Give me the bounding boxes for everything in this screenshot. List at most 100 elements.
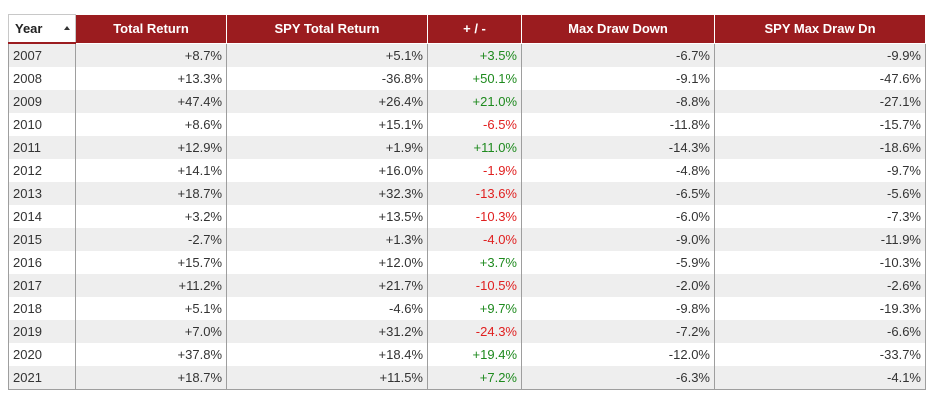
table-row: 2008 +13.3% -36.8% +50.1% -9.1% -47.6% <box>8 67 926 90</box>
cell-total-return: +12.9% <box>75 136 227 159</box>
cell-year: 2016 <box>8 251 76 274</box>
cell-spy-total-return: +1.9% <box>226 136 428 159</box>
cell-spy-total-return: +31.2% <box>226 320 428 343</box>
cell-year: 2008 <box>8 67 76 90</box>
table-body: 2007 +8.7% +5.1% +3.5% -6.7% -9.9% 2008 +13.3% -… <box>8 43 926 390</box>
cell-plus-minus: -4.0% <box>427 228 522 251</box>
cell-spy-max-draw-dn: -47.6% <box>714 67 926 90</box>
table-row: 2019 +7.0% +31.2% -24.3% -7.2% -6.6% <box>8 320 926 343</box>
cell-year: 2014 <box>8 205 76 228</box>
cell-spy-max-draw-dn: -19.3% <box>714 297 926 320</box>
cell-plus-minus: +9.7% <box>427 297 522 320</box>
table-row: 2007 +8.7% +5.1% +3.5% -6.7% -9.9% <box>8 43 926 67</box>
cell-plus-minus: +3.7% <box>427 251 522 274</box>
column-header-spy-max-draw-dn[interactable]: SPY Max Draw Dn <box>714 14 926 44</box>
cell-max-draw-down: -6.7% <box>521 43 715 67</box>
cell-max-draw-down: -8.8% <box>521 90 715 113</box>
cell-spy-total-return: +16.0% <box>226 159 428 182</box>
cell-max-draw-down: -9.0% <box>521 228 715 251</box>
cell-max-draw-down: -6.5% <box>521 182 715 205</box>
cell-spy-max-draw-dn: -4.1% <box>714 366 926 390</box>
cell-max-draw-down: -14.3% <box>521 136 715 159</box>
cell-plus-minus: +50.1% <box>427 67 522 90</box>
cell-plus-minus: +11.0% <box>427 136 522 159</box>
cell-year: 2021 <box>8 366 76 390</box>
column-header-spy-total-return[interactable]: SPY Total Return <box>226 14 428 44</box>
cell-year: 2017 <box>8 274 76 297</box>
cell-total-return: +8.6% <box>75 113 227 136</box>
cell-plus-minus: -13.6% <box>427 182 522 205</box>
cell-spy-total-return: -4.6% <box>226 297 428 320</box>
table-row: 2021 +18.7% +11.5% +7.2% -6.3% -4.1% <box>8 366 926 390</box>
cell-year: 2012 <box>8 159 76 182</box>
table-row: 2012 +14.1% +16.0% -1.9% -4.8% -9.7% <box>8 159 926 182</box>
table-row: 2016 +15.7% +12.0% +3.7% -5.9% -10.3% <box>8 251 926 274</box>
cell-total-return: +14.1% <box>75 159 227 182</box>
cell-spy-max-draw-dn: -7.3% <box>714 205 926 228</box>
table-row: 2015 -2.7% +1.3% -4.0% -9.0% -11.9% <box>8 228 926 251</box>
cell-spy-max-draw-dn: -33.7% <box>714 343 926 366</box>
cell-year: 2010 <box>8 113 76 136</box>
cell-spy-max-draw-dn: -10.3% <box>714 251 926 274</box>
table-row: 2018 +5.1% -4.6% +9.7% -9.8% -19.3% <box>8 297 926 320</box>
cell-max-draw-down: -6.0% <box>521 205 715 228</box>
cell-total-return: +18.7% <box>75 182 227 205</box>
cell-total-return: +7.0% <box>75 320 227 343</box>
cell-total-return: +47.4% <box>75 90 227 113</box>
cell-spy-max-draw-dn: -11.9% <box>714 228 926 251</box>
cell-year: 2019 <box>8 320 76 343</box>
cell-spy-total-return: +12.0% <box>226 251 428 274</box>
cell-plus-minus: +7.2% <box>427 366 522 390</box>
annual-returns-table: Year Total Return SPY Total Return + / -… <box>8 14 926 390</box>
cell-year: 2007 <box>8 43 76 67</box>
cell-max-draw-down: -2.0% <box>521 274 715 297</box>
table-row: 2013 +18.7% +32.3% -13.6% -6.5% -5.6% <box>8 182 926 205</box>
table-row: 2014 +3.2% +13.5% -10.3% -6.0% -7.3% <box>8 205 926 228</box>
cell-spy-total-return: +18.4% <box>226 343 428 366</box>
cell-max-draw-down: -9.1% <box>521 67 715 90</box>
cell-plus-minus: +19.4% <box>427 343 522 366</box>
cell-spy-total-return: +26.4% <box>226 90 428 113</box>
cell-plus-minus: +3.5% <box>427 43 522 67</box>
sort-ascending-icon[interactable] <box>64 26 70 30</box>
table-row: 2020 +37.8% +18.4% +19.4% -12.0% -33.7% <box>8 343 926 366</box>
column-header-total-return[interactable]: Total Return <box>75 14 227 44</box>
cell-spy-total-return: -36.8% <box>226 67 428 90</box>
cell-year: 2009 <box>8 90 76 113</box>
cell-total-return: +18.7% <box>75 366 227 390</box>
cell-spy-total-return: +21.7% <box>226 274 428 297</box>
cell-year: 2013 <box>8 182 76 205</box>
cell-spy-max-draw-dn: -15.7% <box>714 113 926 136</box>
cell-plus-minus: -24.3% <box>427 320 522 343</box>
cell-total-return: +3.2% <box>75 205 227 228</box>
cell-plus-minus: -10.3% <box>427 205 522 228</box>
table-row: 2017 +11.2% +21.7% -10.5% -2.0% -2.6% <box>8 274 926 297</box>
cell-total-return: +37.8% <box>75 343 227 366</box>
cell-max-draw-down: -5.9% <box>521 251 715 274</box>
cell-spy-max-draw-dn: -9.7% <box>714 159 926 182</box>
table-row: 2011 +12.9% +1.9% +11.0% -14.3% -18.6% <box>8 136 926 159</box>
cell-max-draw-down: -6.3% <box>521 366 715 390</box>
cell-year: 2015 <box>8 228 76 251</box>
cell-spy-total-return: +1.3% <box>226 228 428 251</box>
cell-total-return: +5.1% <box>75 297 227 320</box>
cell-spy-max-draw-dn: -9.9% <box>714 43 926 67</box>
table-row: 2010 +8.6% +15.1% -6.5% -11.8% -15.7% <box>8 113 926 136</box>
column-header-max-draw-down[interactable]: Max Draw Down <box>521 14 715 44</box>
cell-year: 2018 <box>8 297 76 320</box>
cell-spy-total-return: +11.5% <box>226 366 428 390</box>
cell-max-draw-down: -4.8% <box>521 159 715 182</box>
cell-total-return: +15.7% <box>75 251 227 274</box>
cell-spy-max-draw-dn: -18.6% <box>714 136 926 159</box>
cell-spy-total-return: +5.1% <box>226 43 428 67</box>
cell-year: 2011 <box>8 136 76 159</box>
table-row: 2009 +47.4% +26.4% +21.0% -8.8% -27.1% <box>8 90 926 113</box>
cell-plus-minus: -6.5% <box>427 113 522 136</box>
cell-max-draw-down: -12.0% <box>521 343 715 366</box>
column-header-label: Year <box>15 21 43 36</box>
cell-plus-minus: +21.0% <box>427 90 522 113</box>
column-header-year[interactable]: Year <box>8 14 76 44</box>
cell-spy-total-return: +32.3% <box>226 182 428 205</box>
column-header-plus-minus[interactable]: + / - <box>427 14 522 44</box>
table-header-row: Year Total Return SPY Total Return + / -… <box>8 14 926 44</box>
